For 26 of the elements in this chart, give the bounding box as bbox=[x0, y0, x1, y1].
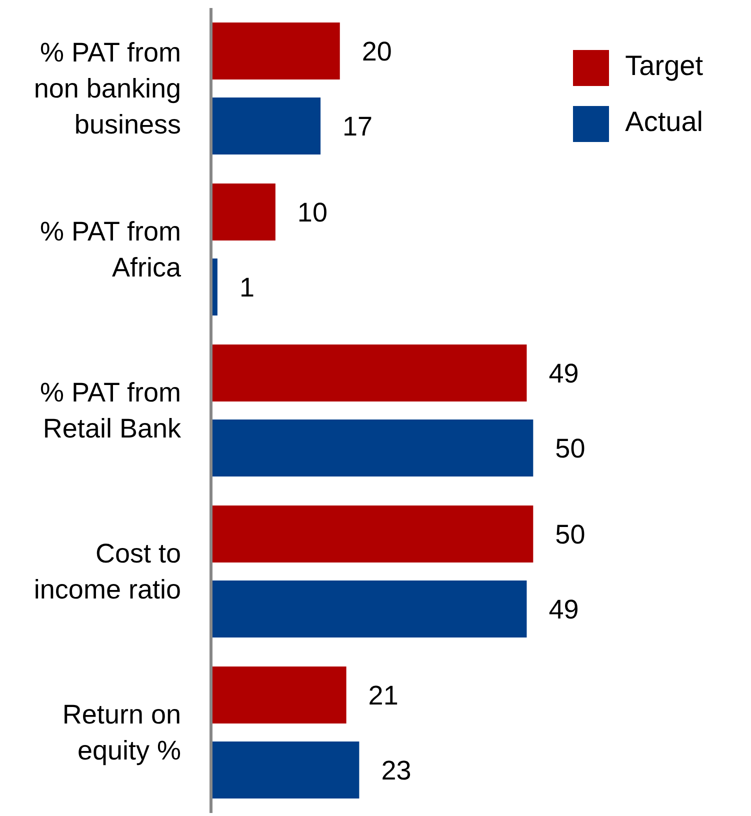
bar bbox=[211, 580, 527, 638]
data-label: 50 bbox=[555, 520, 586, 550]
y-tick-label: Return on equity % bbox=[62, 700, 181, 766]
y-tick-label: Cost to income ratio bbox=[34, 538, 181, 604]
data-label: 1 bbox=[239, 272, 254, 303]
bar bbox=[211, 419, 534, 476]
data-label: 10 bbox=[297, 198, 328, 228]
data-label: 20 bbox=[362, 36, 392, 67]
y-tick-label: % PAT from non banking business bbox=[34, 38, 181, 140]
bar bbox=[211, 22, 340, 80]
bar bbox=[211, 97, 321, 154]
data-label: 17 bbox=[342, 112, 373, 142]
data-label: 21 bbox=[368, 680, 398, 711]
bar bbox=[211, 183, 276, 240]
y-tick-label: % PAT from Africa bbox=[40, 216, 182, 282]
legend-label: Target bbox=[625, 50, 703, 81]
bar bbox=[211, 741, 360, 798]
data-label: 49 bbox=[548, 594, 579, 625]
bar bbox=[211, 505, 534, 562]
legend-label: Actual bbox=[625, 106, 703, 137]
data-label: 23 bbox=[381, 756, 412, 786]
data-label: 50 bbox=[555, 434, 586, 464]
y-tick-label: % PAT from Retail Bank bbox=[40, 378, 182, 444]
data-label: 49 bbox=[548, 358, 579, 389]
bar bbox=[211, 344, 527, 402]
bar bbox=[211, 666, 346, 724]
